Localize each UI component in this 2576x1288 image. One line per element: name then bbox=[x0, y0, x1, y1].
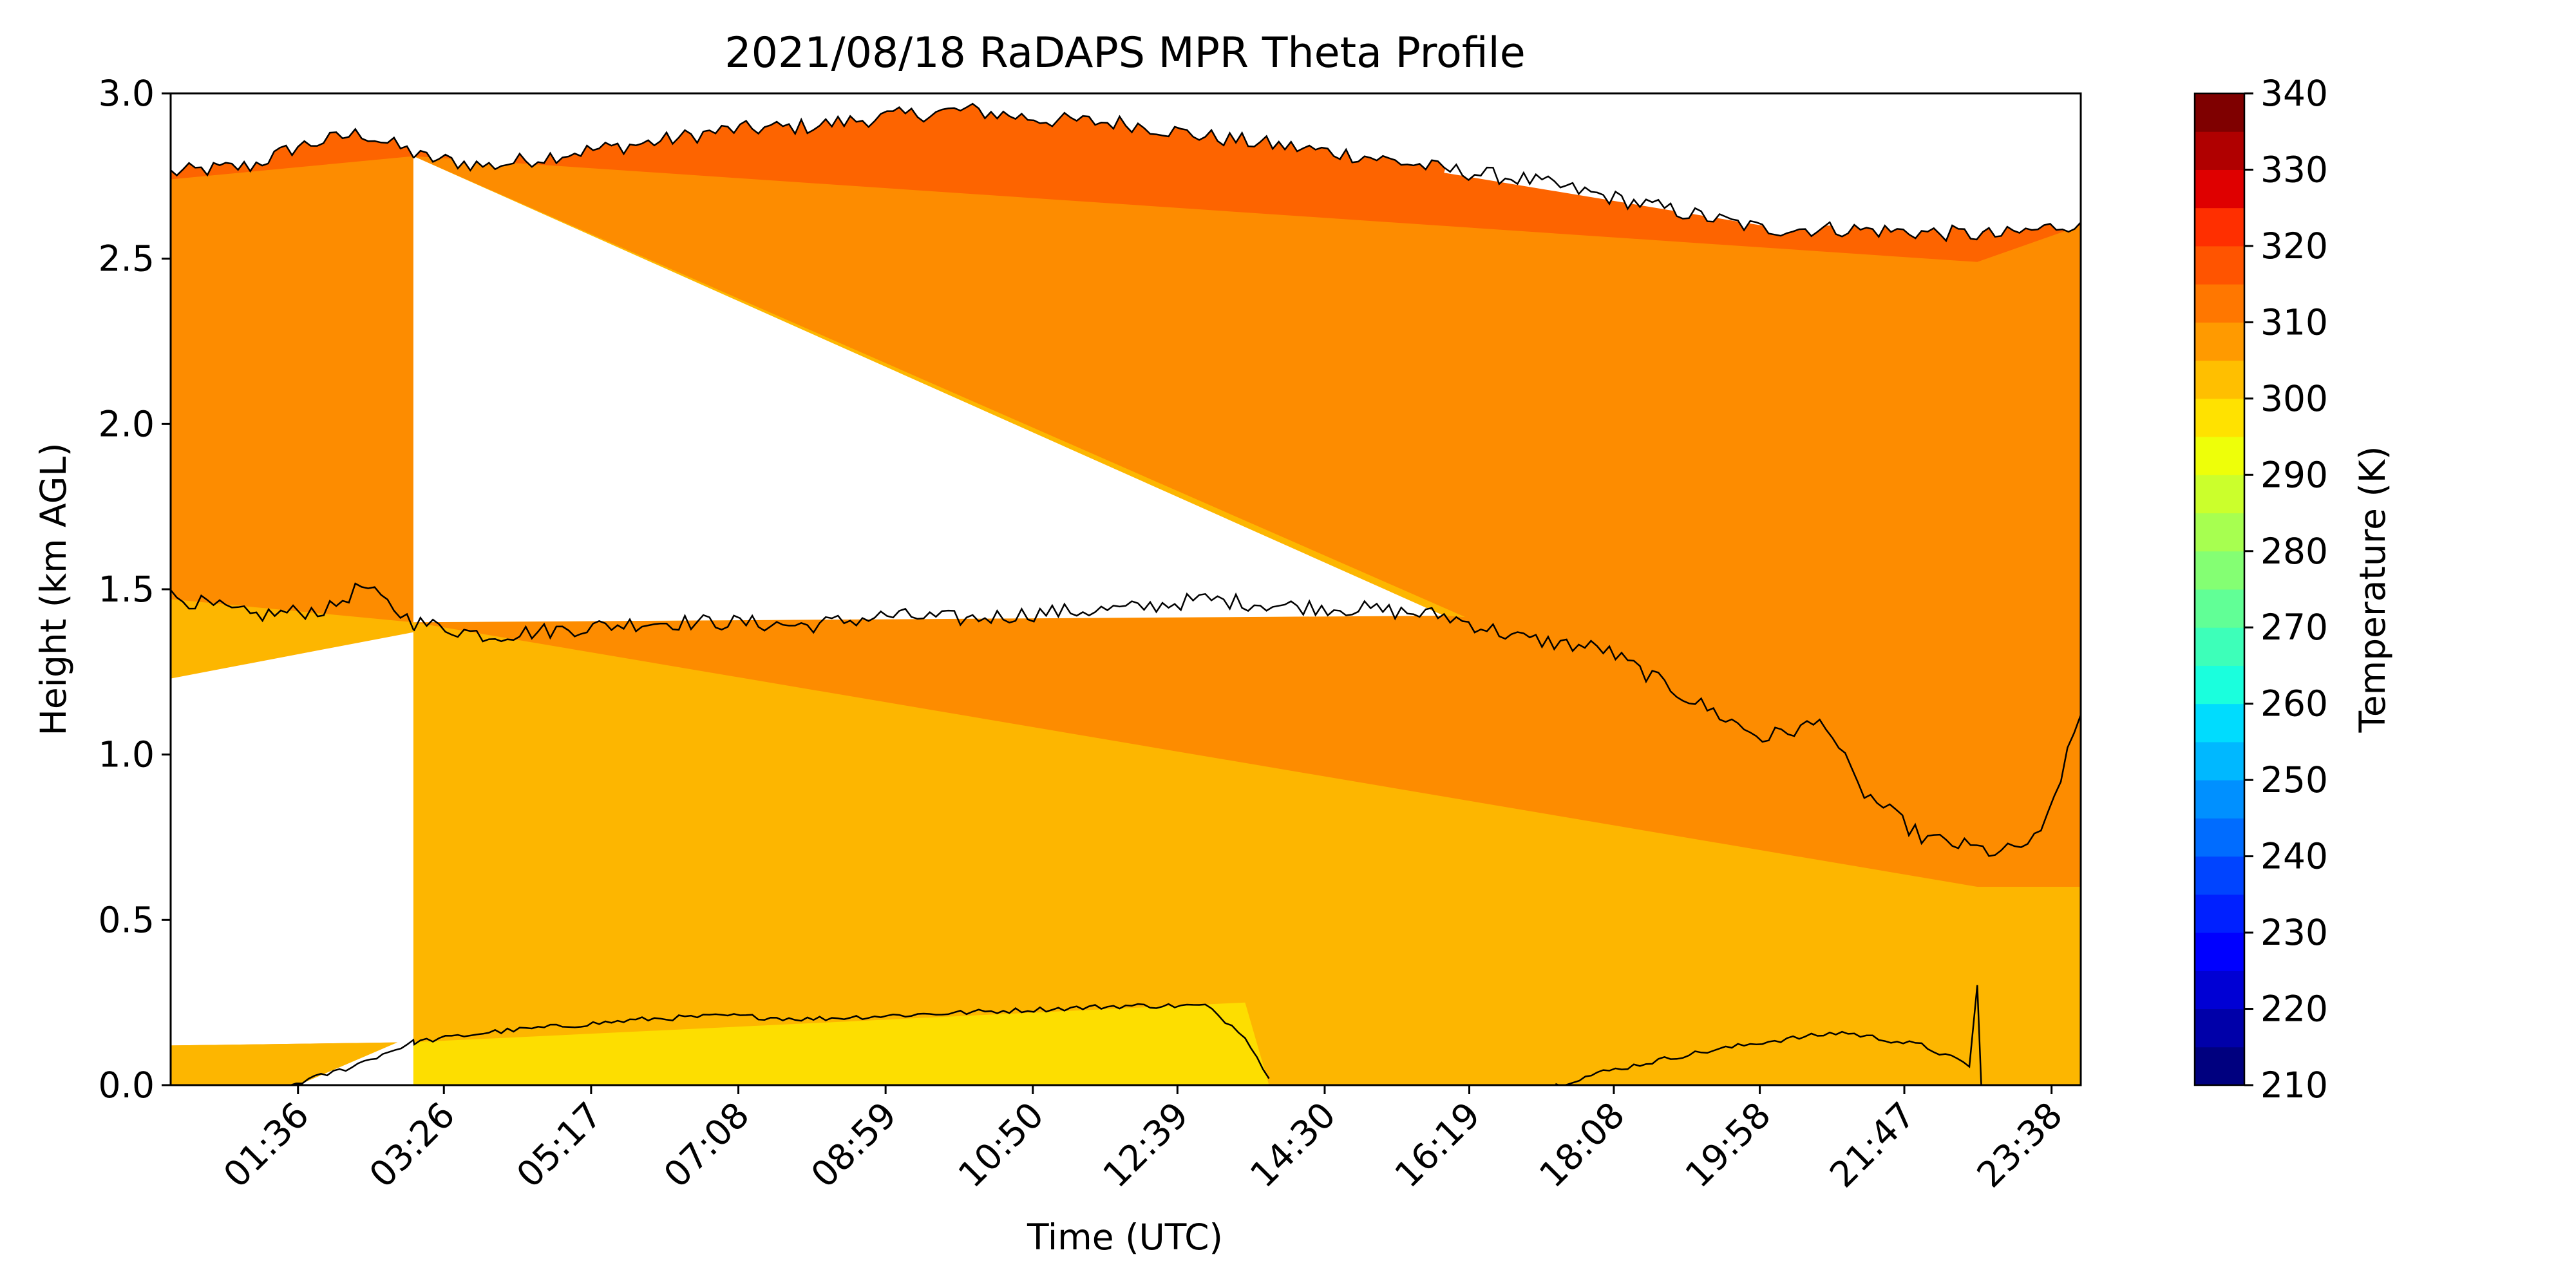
colorbar-swatch bbox=[2195, 933, 2244, 971]
data-gap-sfc bbox=[298, 1036, 413, 1085]
x-tick-label: 23:38 bbox=[1969, 1094, 2070, 1195]
colorbar-swatch bbox=[2195, 856, 2244, 895]
colorbar-tick-label: 310 bbox=[2260, 301, 2328, 343]
colorbar-swatch bbox=[2195, 360, 2244, 399]
x-tick-label: 10:50 bbox=[951, 1094, 1052, 1195]
plot-area bbox=[171, 93, 2081, 1085]
colorbar-swatch bbox=[2195, 245, 2244, 285]
colorbar-tick-label: 300 bbox=[2260, 378, 2328, 419]
field-300k-left bbox=[171, 599, 413, 679]
data-gap-left bbox=[171, 632, 413, 1046]
colorbar-swatch bbox=[2195, 1009, 2244, 1048]
y-tick-label: 0.5 bbox=[99, 899, 155, 940]
x-tick-label: 16:19 bbox=[1387, 1094, 1488, 1195]
x-tick-label: 03:26 bbox=[361, 1094, 462, 1195]
y-tick-label: 2.0 bbox=[99, 403, 155, 444]
x-tick-label: 08:59 bbox=[803, 1094, 904, 1195]
x-axis-label: Time (UTC) bbox=[1027, 1217, 1223, 1258]
colorbar-swatch bbox=[2195, 207, 2244, 247]
colorbar-swatch bbox=[2195, 93, 2244, 132]
region-above-top bbox=[171, 93, 2081, 241]
y-axis: 0.0 0.5 1.0 1.5 2.0 2.5 3.0 bbox=[99, 73, 171, 1106]
x-tick-label: 14:30 bbox=[1242, 1094, 1343, 1195]
colorbar-tick-label: 320 bbox=[2260, 225, 2328, 267]
colorbar-swatch bbox=[2195, 1046, 2244, 1086]
colorbar-swatch bbox=[2195, 894, 2244, 933]
colorbar-swatch bbox=[2195, 741, 2244, 781]
contour-lower-left bbox=[290, 1003, 1270, 1085]
colorbar-swatch bbox=[2195, 589, 2244, 628]
colorbar-frame bbox=[2193, 92, 2246, 1086]
x-tick-label: 01:36 bbox=[216, 1094, 317, 1195]
colorbar-label: Temperature (K) bbox=[2352, 446, 2393, 734]
colorbar-tick-label: 260 bbox=[2260, 683, 2328, 724]
colorbar-swatch bbox=[2195, 665, 2244, 705]
colorbar-tick-label: 340 bbox=[2260, 73, 2328, 114]
colorbar-swatch bbox=[2195, 475, 2244, 514]
x-axis: 01:36 03:26 05:17 07:08 08:59 10:50 12:39 14:30… bbox=[216, 1085, 2070, 1195]
y-axis-label: Height (km AGL) bbox=[33, 442, 74, 735]
colorbar-swatch bbox=[2195, 322, 2244, 361]
colorbar-swatch bbox=[2195, 780, 2244, 819]
y-tick-label: 1.0 bbox=[99, 734, 155, 775]
x-tick-label: 18:08 bbox=[1531, 1094, 1633, 1195]
data-gap-wedge bbox=[413, 156, 1444, 623]
colorbar-tick-label: 290 bbox=[2260, 454, 2328, 495]
colorbar-swatch bbox=[2195, 131, 2244, 170]
colorbar-tick-label: 270 bbox=[2260, 607, 2328, 648]
chart-title: 2021/08/18 RaDAPS MPR Theta Profile bbox=[724, 29, 1525, 77]
colorbar-tick-label: 230 bbox=[2260, 912, 2328, 953]
field-305k-lower bbox=[413, 616, 2081, 887]
colorbar-swatch bbox=[2195, 437, 2244, 475]
contour-lines bbox=[171, 102, 2081, 1085]
x-tick-label: 07:08 bbox=[656, 1094, 757, 1195]
colorbar-swatch bbox=[2195, 627, 2244, 666]
x-tick-label: 19:58 bbox=[1677, 1094, 1778, 1195]
y-tick-label: 2.5 bbox=[99, 238, 155, 279]
colorbar-tick-label: 330 bbox=[2260, 149, 2328, 190]
colorbar-swatch bbox=[2195, 284, 2244, 323]
contour-middle bbox=[171, 582, 2081, 857]
x-tick-label: 12:39 bbox=[1095, 1094, 1196, 1195]
contour-lower-right bbox=[1555, 985, 1982, 1085]
colorbar-swatch bbox=[2195, 818, 2244, 857]
y-tick-label: 3.0 bbox=[99, 73, 155, 114]
colorbar-swatch bbox=[2195, 703, 2244, 743]
y-tick-label: 0.0 bbox=[99, 1065, 155, 1106]
contour-upper bbox=[171, 102, 2081, 243]
y-tick-label: 1.5 bbox=[99, 569, 155, 610]
colorbar-tick-label: 280 bbox=[2260, 531, 2328, 572]
colorbar-swatch bbox=[2195, 971, 2244, 1010]
colorbar-tick-label: 220 bbox=[2260, 989, 2328, 1030]
colorbar-swatch bbox=[2195, 513, 2244, 552]
colorbar: 210 220 230 240 250 260 270 280 290 300 310 320 330 3… bbox=[2193, 73, 2328, 1106]
x-tick-label: 05:17 bbox=[509, 1094, 610, 1195]
colorbar-tick-label: 240 bbox=[2260, 836, 2328, 877]
colorbar-tick-label: 210 bbox=[2260, 1065, 2328, 1106]
x-tick-label: 21:47 bbox=[1822, 1094, 1923, 1195]
field-295k-sfc bbox=[413, 1002, 1269, 1085]
colorbar-swatch bbox=[2195, 398, 2244, 437]
colorbar-tick-label: 250 bbox=[2260, 759, 2328, 800]
colorbar-swatch bbox=[2195, 169, 2244, 209]
colorbar-swatch bbox=[2195, 551, 2244, 590]
